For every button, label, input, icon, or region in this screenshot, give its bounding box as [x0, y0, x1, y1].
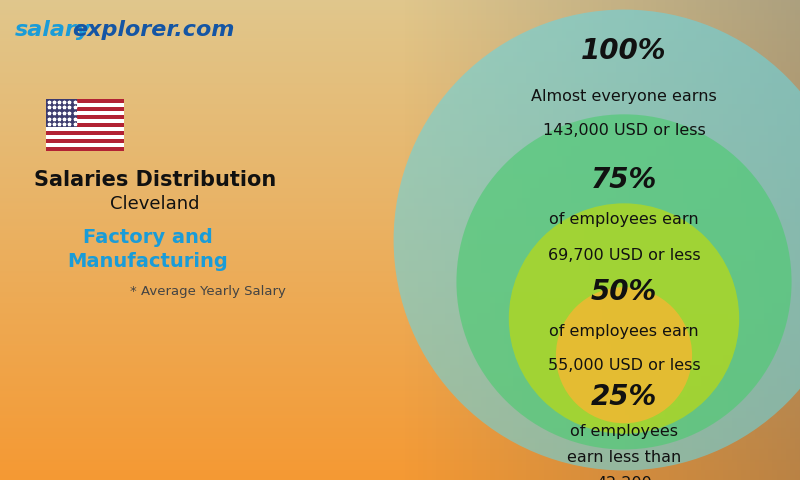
Circle shape: [457, 114, 791, 449]
Circle shape: [509, 204, 739, 434]
Text: earn less than: earn less than: [567, 450, 681, 465]
Circle shape: [394, 10, 800, 470]
Bar: [46, 135, 124, 139]
Text: of employees: of employees: [570, 424, 678, 439]
Text: Cleveland: Cleveland: [110, 195, 200, 213]
Bar: [46, 103, 124, 107]
Bar: [46, 127, 124, 131]
Bar: [46, 147, 124, 151]
Text: 100%: 100%: [582, 37, 666, 65]
Bar: [46, 99, 124, 103]
Text: 42,200: 42,200: [596, 476, 652, 480]
Bar: [46, 115, 124, 119]
Circle shape: [556, 287, 692, 423]
Text: 143,000 USD or less: 143,000 USD or less: [542, 122, 706, 138]
Text: * Average Yearly Salary: * Average Yearly Salary: [130, 285, 286, 298]
Text: of employees earn: of employees earn: [549, 324, 699, 339]
Text: 55,000 USD or less: 55,000 USD or less: [548, 358, 700, 373]
Bar: [46, 123, 124, 127]
Bar: [46, 99, 124, 151]
Text: Almost everyone earns: Almost everyone earns: [531, 88, 717, 104]
Bar: [46, 143, 124, 147]
Text: Salaries Distribution: Salaries Distribution: [34, 170, 276, 190]
Text: 69,700 USD or less: 69,700 USD or less: [548, 248, 700, 263]
Bar: [46, 119, 124, 123]
Bar: [46, 107, 124, 111]
Text: Factory and: Factory and: [83, 228, 213, 247]
Text: 25%: 25%: [591, 383, 657, 411]
Bar: [46, 131, 124, 135]
Bar: [46, 111, 124, 115]
Text: of employees earn: of employees earn: [549, 212, 699, 227]
Text: 75%: 75%: [591, 166, 657, 194]
Text: explorer.com: explorer.com: [72, 20, 234, 40]
Bar: [46, 139, 124, 143]
Bar: [46, 99, 77, 127]
Text: Manufacturing: Manufacturing: [68, 252, 228, 271]
Text: salary: salary: [15, 20, 91, 40]
Text: 50%: 50%: [591, 278, 657, 306]
